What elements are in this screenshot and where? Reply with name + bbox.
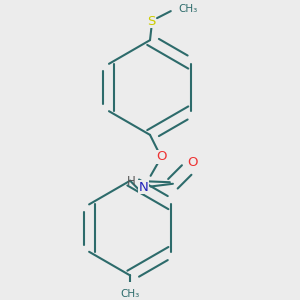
Text: O: O [156, 150, 167, 164]
Text: CH₃: CH₃ [121, 290, 140, 299]
Text: O: O [188, 157, 198, 169]
Text: H: H [127, 176, 136, 188]
Text: S: S [147, 15, 156, 28]
Text: N: N [139, 181, 149, 194]
Text: CH₃: CH₃ [178, 4, 197, 14]
